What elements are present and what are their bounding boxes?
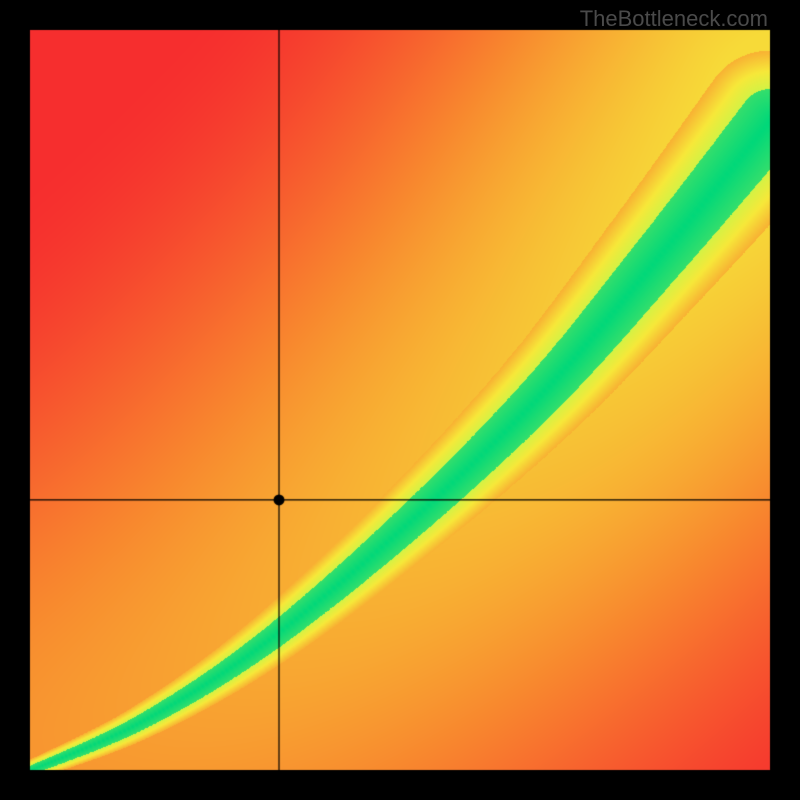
watermark-text: TheBottleneck.com xyxy=(580,6,768,32)
heatmap-canvas xyxy=(0,0,800,800)
chart-container: TheBottleneck.com xyxy=(0,0,800,800)
